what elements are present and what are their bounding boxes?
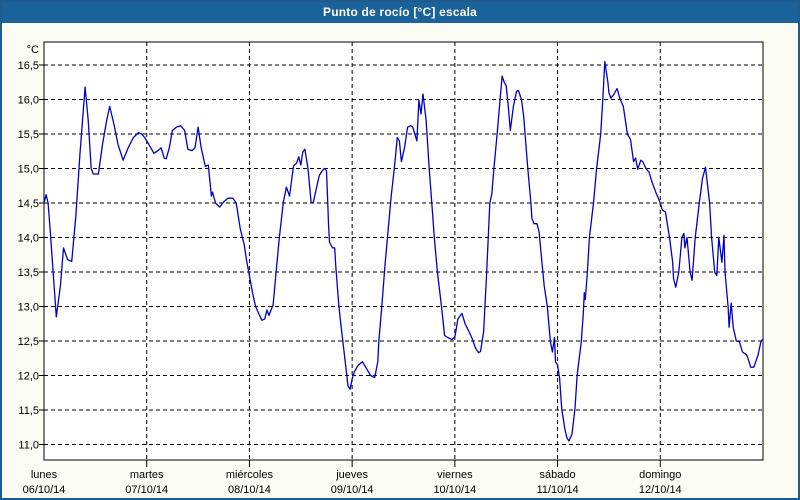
- y-tick-label: 11,0: [18, 440, 39, 452]
- y-tick-label: 12,5: [18, 336, 39, 348]
- y-tick-label: 14,5: [18, 198, 39, 210]
- plot-area: [44, 42, 763, 460]
- x-day-name-label: lunes: [31, 469, 58, 481]
- y-tick-label: 13,0: [18, 302, 39, 314]
- x-day-name-label: viernes: [437, 469, 473, 481]
- x-day-date-label: 11/10/14: [537, 484, 579, 496]
- x-day-name-label: domingo: [639, 469, 681, 481]
- y-tick-label: 15,0: [18, 164, 39, 176]
- page-title: Punto de rocío [°C] escala: [322, 5, 478, 19]
- x-day-date-label: 12/10/14: [639, 484, 682, 496]
- x-day-date-label: 07/10/14: [125, 484, 168, 496]
- x-day-date-label: 10/10/14: [433, 484, 476, 496]
- y-tick-label: 15,5: [18, 129, 39, 141]
- y-tick-label: 16,0: [18, 95, 39, 107]
- y-tick-label: 16,5: [18, 60, 39, 72]
- dew-point-series-line: [43, 60, 764, 442]
- x-day-date-label: 08/10/14: [228, 484, 271, 496]
- y-axis-unit-label: °C: [27, 44, 39, 56]
- y-tick-label: 13,5: [18, 267, 39, 279]
- x-day-name-label: sábado: [540, 469, 576, 481]
- x-day-name-label: martes: [130, 469, 164, 481]
- y-tick-label: 11,5: [18, 405, 39, 417]
- x-day-date-label: 06/10/14: [23, 484, 66, 496]
- x-day-name-label: jueves: [335, 469, 368, 481]
- window-titlebar: Punto de rocío [°C] escala: [2, 2, 798, 23]
- y-tick-label: 14,0: [18, 233, 39, 245]
- y-tick-label: 12,0: [18, 371, 39, 383]
- plot-frame: [43, 41, 764, 461]
- x-day-name-label: miércoles: [226, 469, 274, 481]
- x-day-date-label: 09/10/14: [331, 484, 374, 496]
